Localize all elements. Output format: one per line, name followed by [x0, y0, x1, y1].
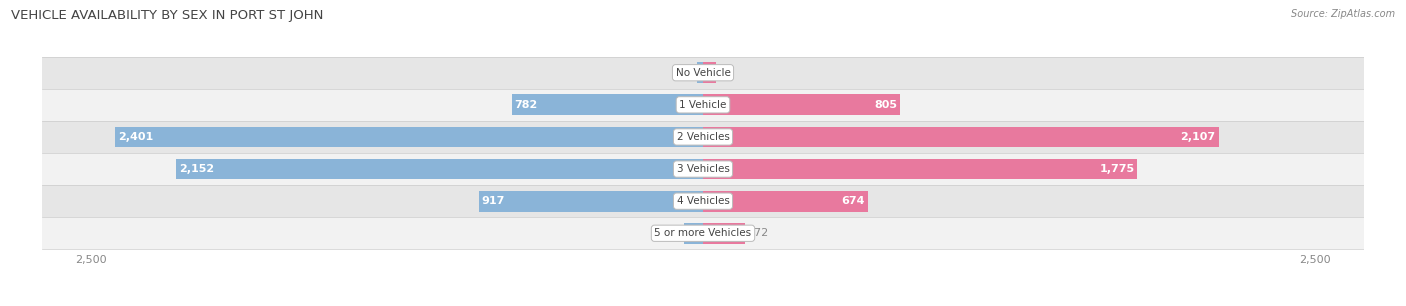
Bar — [42, 185, 1364, 217]
Bar — [512, 95, 703, 115]
Bar — [42, 121, 1364, 153]
Text: 782: 782 — [515, 100, 537, 110]
Text: 3 Vehicles: 3 Vehicles — [676, 164, 730, 174]
Bar — [685, 223, 703, 244]
Bar — [703, 159, 1137, 180]
Bar — [703, 62, 716, 83]
Text: 805: 805 — [875, 100, 897, 110]
Bar — [42, 153, 1364, 185]
Bar — [42, 217, 1364, 249]
Bar — [703, 95, 900, 115]
Text: 5 or more Vehicles: 5 or more Vehicles — [654, 228, 752, 238]
Text: 2,152: 2,152 — [179, 164, 214, 174]
Text: 52: 52 — [718, 68, 733, 78]
Bar — [703, 223, 745, 244]
Text: 172: 172 — [748, 228, 769, 238]
Bar — [697, 62, 703, 83]
Text: 2,401: 2,401 — [118, 132, 153, 142]
Text: Source: ZipAtlas.com: Source: ZipAtlas.com — [1291, 9, 1395, 19]
Bar — [703, 126, 1219, 147]
Text: 1 Vehicle: 1 Vehicle — [679, 100, 727, 110]
Text: 25: 25 — [681, 68, 695, 78]
Bar — [176, 159, 703, 180]
Bar — [42, 57, 1364, 89]
Text: 674: 674 — [842, 196, 865, 206]
Text: 2 Vehicles: 2 Vehicles — [676, 132, 730, 142]
Text: 917: 917 — [481, 196, 505, 206]
Bar — [42, 89, 1364, 121]
Bar — [478, 191, 703, 211]
Text: 76: 76 — [668, 228, 682, 238]
Bar — [703, 191, 868, 211]
Text: 2,107: 2,107 — [1181, 132, 1216, 142]
Text: VEHICLE AVAILABILITY BY SEX IN PORT ST JOHN: VEHICLE AVAILABILITY BY SEX IN PORT ST J… — [11, 9, 323, 22]
Text: 4 Vehicles: 4 Vehicles — [676, 196, 730, 206]
Text: No Vehicle: No Vehicle — [675, 68, 731, 78]
Bar — [115, 126, 703, 147]
Text: 1,775: 1,775 — [1099, 164, 1135, 174]
